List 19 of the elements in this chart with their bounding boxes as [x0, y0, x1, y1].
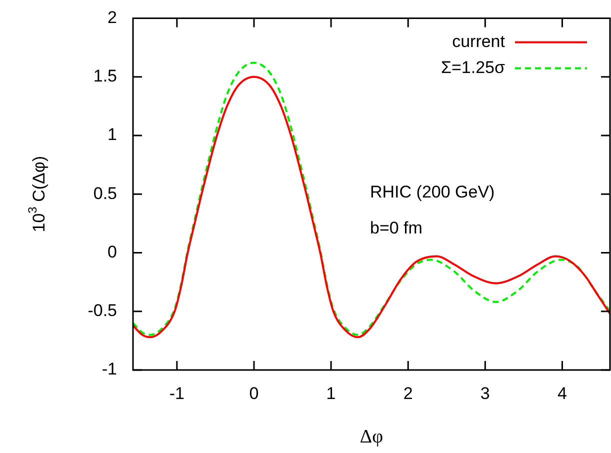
x-tick-label: 4 [557, 384, 567, 403]
y-tick-label: 2 [108, 8, 117, 27]
y-axis-title: 103 C(Δφ) [25, 156, 49, 232]
legend-label: current [452, 32, 506, 51]
legend-label: Σ=1.25σ [440, 58, 506, 77]
y-tick-label: 0.5 [93, 184, 117, 203]
x-tick-label: 3 [480, 384, 490, 403]
y-tick-label: 0 [108, 242, 117, 262]
y-tick-label: -1 [102, 360, 117, 379]
y-tick-label: 1 [108, 125, 117, 144]
annotation: RHIC (200 GeV) [370, 182, 495, 202]
annotation: b=0 fm [370, 218, 422, 238]
x-tick-label: 2 [403, 384, 413, 403]
y-tick-label: 1.5 [93, 66, 117, 86]
x-tick-label: 1 [326, 384, 336, 403]
x-tick-label: -1 [169, 384, 184, 403]
x-tick-label: 0 [249, 384, 259, 403]
x-axis-title: Δφ [360, 426, 384, 448]
y-tick-label: -0.5 [88, 301, 117, 320]
